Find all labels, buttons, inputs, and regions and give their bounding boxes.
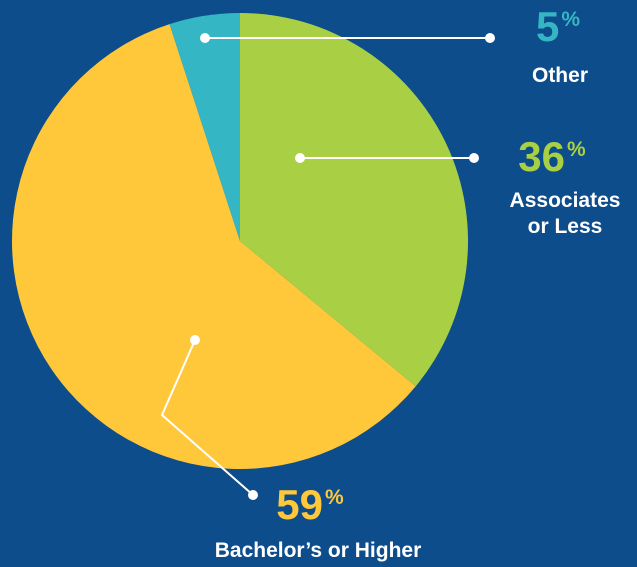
- value-number: 59: [276, 481, 323, 528]
- category-label: Other: [532, 64, 588, 87]
- leader-dot: [190, 335, 200, 345]
- pie-slice: [240, 13, 468, 387]
- pie-slice: [169, 13, 240, 241]
- value-number: 36: [518, 133, 565, 180]
- value-unit: %: [325, 486, 344, 509]
- value-number: 5: [536, 3, 559, 50]
- leader-line: [160, 339, 254, 496]
- category-line: Bachelor’s or Higher: [215, 539, 422, 562]
- leader-dot: [295, 153, 305, 163]
- category-line: or Less: [528, 215, 603, 238]
- leader-dot: [248, 490, 258, 500]
- category-line: Associates: [510, 189, 621, 212]
- leader-dot: [200, 33, 210, 43]
- category-label: Bachelor’s or Higher: [215, 539, 422, 562]
- leader-dot: [469, 153, 479, 163]
- value-label: 59%: [276, 481, 344, 528]
- leader-dot: [485, 33, 495, 43]
- category-line: Other: [532, 64, 588, 87]
- value-unit: %: [567, 138, 586, 161]
- value-label: 5%: [536, 3, 580, 50]
- pie-slice: [12, 24, 416, 469]
- category-label: Associates or Less: [510, 189, 621, 238]
- value-label: 36%: [518, 133, 586, 180]
- value-unit: %: [561, 8, 580, 31]
